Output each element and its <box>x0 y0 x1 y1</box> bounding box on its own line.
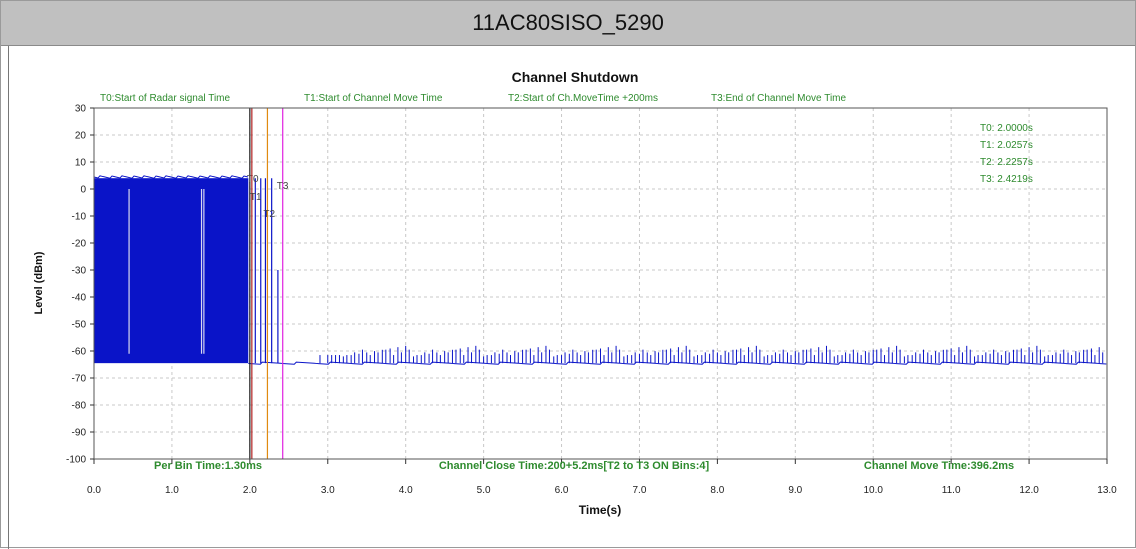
y-tick-label: -100 <box>66 455 86 466</box>
x-tick-label: 10.0 <box>863 485 883 496</box>
legend-header-t0: T0:Start of Radar signal Time <box>100 93 230 104</box>
y-tick-label: -10 <box>72 212 87 223</box>
radar-burst-block <box>94 178 249 364</box>
legend-header-t3: T3:End of Channel Move Time <box>711 93 847 104</box>
x-tick-label: 9.0 <box>788 485 802 496</box>
x-tick-label: 8.0 <box>710 485 724 496</box>
signal-trace <box>93 175 1107 365</box>
window-title: 11AC80SISO_5290 <box>1 1 1135 46</box>
footer-per-bin: Per Bin Time:1.30ms <box>154 460 262 472</box>
marker-label-t2: T2 <box>263 209 275 220</box>
x-tick-label: 6.0 <box>555 485 569 496</box>
y-axis-label: Level (dBm) <box>33 251 45 314</box>
x-tick-label: 2.0 <box>243 485 257 496</box>
readout-t3: T3: 2.4219s <box>980 174 1033 185</box>
x-tick-label: 11.0 <box>942 485 961 496</box>
readout-t2: T2: 2.2257s <box>980 157 1033 168</box>
readout-t0: T0: 2.0000s <box>980 123 1033 134</box>
y-tick-label: -20 <box>72 239 87 250</box>
y-tick-label: -60 <box>72 347 87 358</box>
radar-burst-top <box>93 175 249 179</box>
x-tick-label: 4.0 <box>399 485 413 496</box>
x-tick-label: 1.0 <box>165 485 179 496</box>
y-tick-label: 20 <box>75 131 87 142</box>
y-tick-label: -40 <box>72 293 87 304</box>
y-axis-ticks: 30 20 10 0 -10 -20 -30 -40 -50 -60 -70 -80 -90 -100 <box>66 104 94 466</box>
footer-move-time: Channel Move Time:396.2ms <box>864 460 1014 472</box>
legend-header-t1: T1:Start of Channel Move Time <box>304 93 443 104</box>
y-tick-label: -80 <box>72 401 87 412</box>
y-tick-label: 0 <box>80 185 86 196</box>
x-tick-label: 0.0 <box>87 485 101 496</box>
x-tick-label: 5.0 <box>477 485 491 496</box>
y-tick-label: -70 <box>72 374 87 385</box>
y-tick-label: -50 <box>72 320 87 331</box>
y-tick-label: -90 <box>72 428 87 439</box>
readout-t1: T1: 2.0257s <box>980 140 1033 151</box>
y-tick-label: 10 <box>75 158 87 169</box>
frame-divider <box>8 46 9 549</box>
x-tick-label: 3.0 <box>321 485 335 496</box>
x-axis-ticks: 0.0 1.0 2.0 3.0 4.0 5.0 6.0 7.0 8.0 9.0 10.0 11.0 12… <box>87 459 1117 496</box>
x-tick-label: 12.0 <box>1019 485 1039 496</box>
marker-label-t1: T1 <box>250 192 262 203</box>
chart-title: Channel Shutdown <box>512 69 639 85</box>
x-tick-label: 7.0 <box>633 485 647 496</box>
marker-label-t3: T3 <box>277 181 289 192</box>
noise-floor <box>248 361 1107 365</box>
marker-label-t0: T0 <box>247 174 259 185</box>
plot-area <box>93 107 1108 460</box>
x-tick-label: 13.0 <box>1097 485 1117 496</box>
y-tick-label: -30 <box>72 266 87 277</box>
y-tick-label: 30 <box>75 104 87 115</box>
x-axis-label: Time(s) <box>579 503 621 517</box>
legend-header-t2: T2:Start of Ch.MoveTime +200ms <box>508 93 658 104</box>
footer-close-time: Channel Close Time:200+5.2ms[T2 to T3 ON… <box>439 460 710 472</box>
